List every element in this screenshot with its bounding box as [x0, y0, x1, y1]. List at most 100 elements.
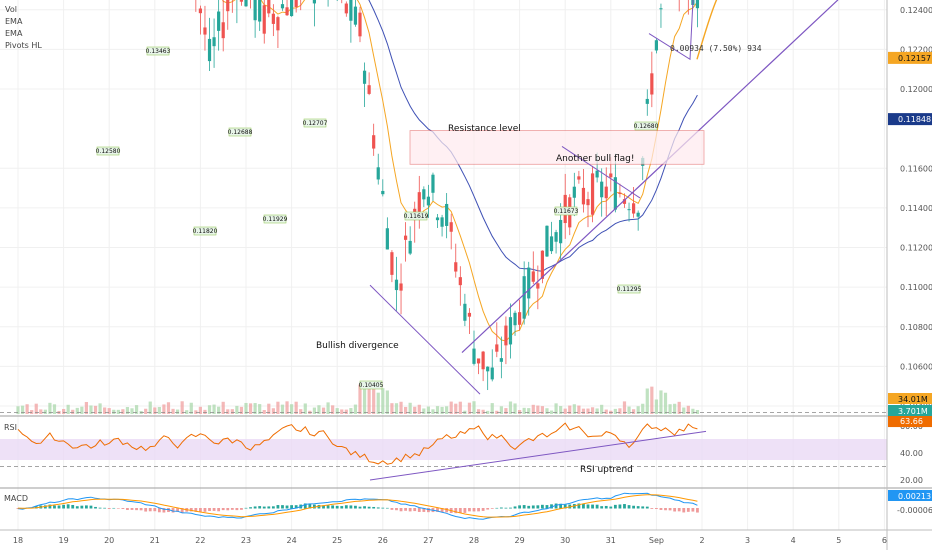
x-tick-label: 27: [423, 536, 433, 545]
candle-body: [518, 312, 522, 325]
volume-bar: [682, 407, 686, 414]
volume-bar: [476, 409, 481, 414]
macd-signal-label: -0.00006: [897, 506, 932, 515]
macd-histogram-bar: [208, 508, 211, 511]
candle-body: [454, 262, 458, 272]
macd-histogram-bar: [363, 506, 366, 509]
pivot-label: 0.11295: [617, 286, 642, 293]
volume-bar: [417, 404, 421, 414]
macd-histogram-bar: [249, 507, 252, 509]
volume-bar: [340, 409, 344, 414]
candle-body: [622, 199, 627, 204]
volume-bar: [84, 401, 88, 414]
legend-item-ema-2[interactable]: EMA: [5, 29, 23, 38]
x-tick-label: 20: [104, 536, 114, 545]
trendline-support: [461, 0, 839, 353]
candle-body: [262, 5, 266, 34]
volume-bar: [203, 409, 207, 414]
volume-bar: [34, 403, 38, 414]
macd-histogram-bar: [194, 508, 198, 512]
pivot-label: 0.12707: [303, 120, 328, 127]
candle-body: [417, 192, 421, 212]
volume-bar: [262, 410, 266, 414]
y-tick-label: 0.11200: [900, 244, 932, 253]
candle-body: [508, 317, 513, 345]
volume-bar: [312, 407, 316, 414]
ema-lines: [222, 0, 698, 342]
rsi-tick-label: 20.00: [900, 476, 923, 485]
candle-body: [604, 186, 608, 199]
macd-histogram-bar: [103, 507, 107, 509]
volume-bar: [408, 402, 412, 414]
x-tick-label: 28: [469, 536, 479, 545]
volume-bar: [627, 406, 631, 414]
pivot-label: 0.12580: [96, 148, 121, 155]
volume-bar: [577, 405, 581, 414]
volume-bar: [563, 408, 567, 414]
candle-body: [290, 0, 294, 17]
pivot-label: 0.10405: [359, 382, 384, 389]
legend-item-pivots[interactable]: Pivots HL: [5, 41, 42, 50]
candle-body: [367, 85, 371, 94]
volume-bar: [654, 399, 658, 414]
macd-panel: 0.00213 -0.00006: [16, 490, 932, 520]
macd-histogram-bar: [577, 503, 581, 509]
volume-bar: [559, 406, 563, 414]
macd-histogram-bar: [495, 507, 499, 509]
volume-bar: [280, 404, 285, 414]
candle-body: [376, 167, 380, 180]
volume-bar: [162, 404, 166, 414]
macd-histogram-bar: [326, 505, 330, 509]
volume-bar: [673, 403, 677, 414]
volume-bar: [39, 409, 43, 414]
volume-bar: [394, 403, 399, 414]
candle-body: [198, 8, 202, 14]
x-tick-label: 29: [515, 536, 525, 545]
x-tick-label: 22: [195, 536, 205, 545]
x-tick-label: 31: [606, 536, 616, 545]
volume-bar: [75, 407, 79, 414]
volume-bar: [549, 410, 554, 414]
volume-bar: [148, 401, 152, 414]
macd-histogram-bar: [367, 506, 371, 509]
volume-bar: [125, 407, 130, 414]
candle-body: [285, 7, 289, 16]
projection-path: [696, 0, 718, 60]
volume-bar: [372, 385, 376, 414]
macd-histogram-bar: [408, 508, 412, 512]
candle-body: [632, 203, 636, 214]
legend-item-ema-1[interactable]: EMA: [5, 17, 23, 26]
macd-histogram-bar: [331, 505, 335, 509]
volume-bar: [650, 386, 654, 414]
volume-bar: [294, 401, 298, 414]
macd-histogram-bar: [582, 503, 585, 509]
macd-histogram-bar: [545, 505, 549, 509]
y-tick-label: 0.11400: [900, 204, 932, 213]
volume-bar: [52, 404, 57, 414]
volume-bar: [449, 401, 453, 414]
volume-bar: [445, 406, 449, 414]
legend-item-vol[interactable]: Vol: [5, 5, 17, 14]
y-tick-label: 0.11000: [900, 283, 932, 292]
volume-bar: [527, 408, 531, 414]
pivot-label: 0.12688: [228, 129, 253, 136]
macd-histogram-bar: [682, 508, 686, 513]
volume-bar: [554, 403, 558, 414]
macd-histogram-bar: [472, 508, 476, 512]
volume-bar: [645, 388, 649, 414]
macd-histogram-bar: [354, 505, 357, 509]
macd-histogram-bar: [75, 506, 79, 509]
macd-histogram-bar: [673, 508, 677, 512]
candle-body: [486, 366, 490, 372]
candle-body: [358, 12, 362, 37]
macd-histogram-bar: [303, 503, 307, 509]
macd-histogram-bar: [559, 503, 563, 509]
macd-histogram-bar: [522, 505, 526, 509]
volume-bar: [107, 408, 111, 414]
macd-histogram-bar: [199, 508, 202, 512]
volume-bar: [130, 408, 134, 414]
macd-value-tag: [888, 490, 932, 501]
candle-body: [645, 98, 649, 104]
candle-body: [426, 196, 430, 206]
